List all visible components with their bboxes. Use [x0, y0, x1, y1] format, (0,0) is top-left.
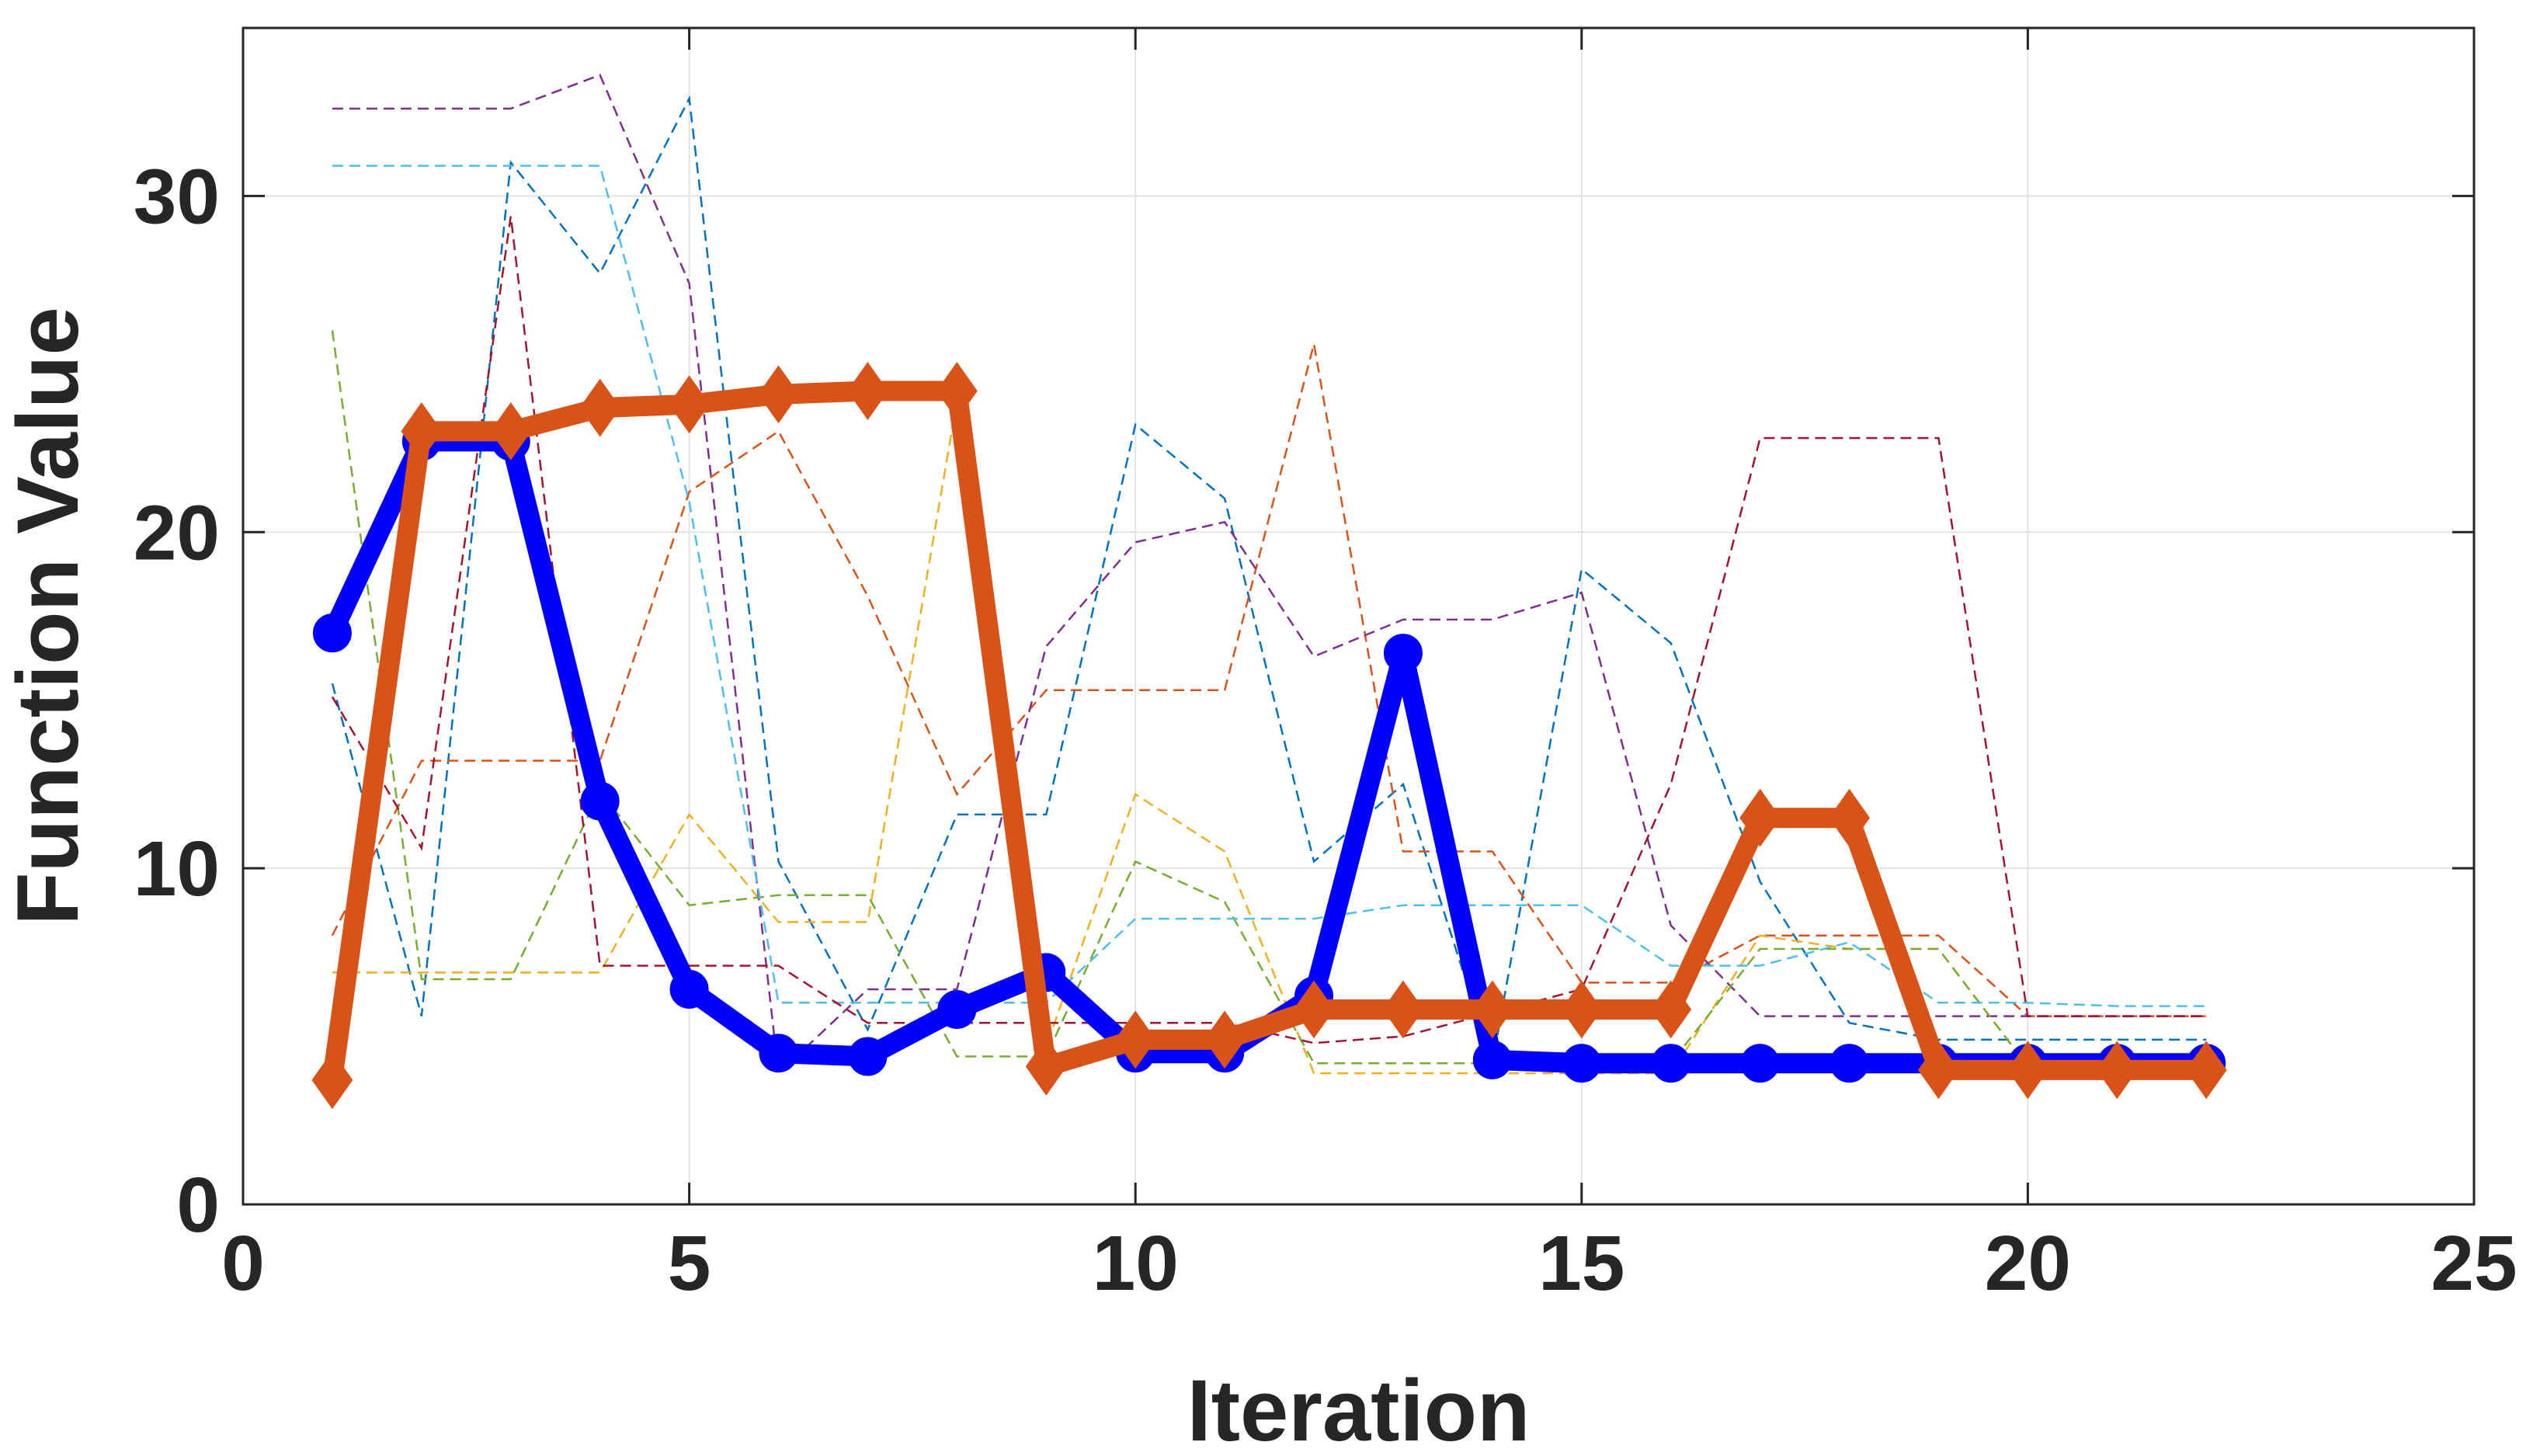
point-current [1472, 980, 1513, 1039]
y-axis-label: Function Value [0, 307, 96, 926]
y-tick-label: 0 [176, 1162, 220, 1249]
series-line-trace-4 [332, 74, 2207, 1075]
point-current [1293, 980, 1335, 1039]
x-tick-label: 5 [668, 1220, 711, 1307]
axes-box [241, 26, 2476, 1206]
point-best-so-far [1472, 1040, 1512, 1079]
grid [243, 28, 2474, 1204]
point-current [401, 401, 443, 460]
x-axis-label: Iteration [1187, 1362, 1531, 1456]
point-current [846, 362, 888, 420]
x-tick-label: 0 [221, 1220, 265, 1307]
point-current [669, 375, 711, 434]
x-tick-label: 15 [1538, 1220, 1624, 1307]
point-current [1918, 1041, 1959, 1100]
x-tick-label: 25 [2431, 1220, 2517, 1307]
point-best-so-far [759, 1034, 798, 1073]
x-tick-label: 10 [1093, 1220, 1179, 1307]
x-tick-label: 20 [1985, 1220, 2071, 1307]
point-best-so-far [312, 613, 352, 653]
y-tick-label: 20 [134, 489, 220, 576]
y-tick-label: 30 [134, 153, 220, 240]
point-current [1739, 788, 1781, 847]
point-current [758, 365, 799, 424]
point-best-so-far [1651, 1044, 1690, 1083]
point-current [936, 362, 978, 420]
series-line-trace-1 [331, 95, 2207, 1064]
point-current [1561, 980, 1603, 1039]
point-best-so-far [669, 969, 709, 1009]
point-best-so-far [1740, 1044, 1780, 1083]
point-current [2185, 1041, 2227, 1100]
ticks: 0 5 10 15 20 25 0 10 20 30 [134, 28, 2517, 1307]
series-line-trace-6 [332, 165, 2207, 1007]
point-best-so-far [1383, 634, 1423, 673]
point-current [1829, 788, 1871, 847]
point-current [2007, 1041, 2048, 1100]
point-best-so-far [1829, 1044, 1869, 1083]
point-current [1382, 980, 1424, 1039]
y-tick-label: 10 [134, 825, 220, 912]
point-current [1204, 1010, 1246, 1069]
point-best-so-far [580, 781, 620, 821]
series-line-current [321, 381, 2217, 1090]
point-current [579, 378, 621, 437]
plot-area [311, 74, 2227, 1110]
point-current [311, 1051, 353, 1110]
point-current [1114, 1010, 1156, 1069]
point-best-so-far [848, 1037, 888, 1076]
point-current [2096, 1041, 2138, 1100]
point-best-so-far [937, 989, 977, 1029]
point-current [1025, 1037, 1067, 1096]
point-best-so-far [1562, 1044, 1601, 1083]
point-current [1650, 980, 1692, 1039]
point-current [490, 401, 532, 460]
